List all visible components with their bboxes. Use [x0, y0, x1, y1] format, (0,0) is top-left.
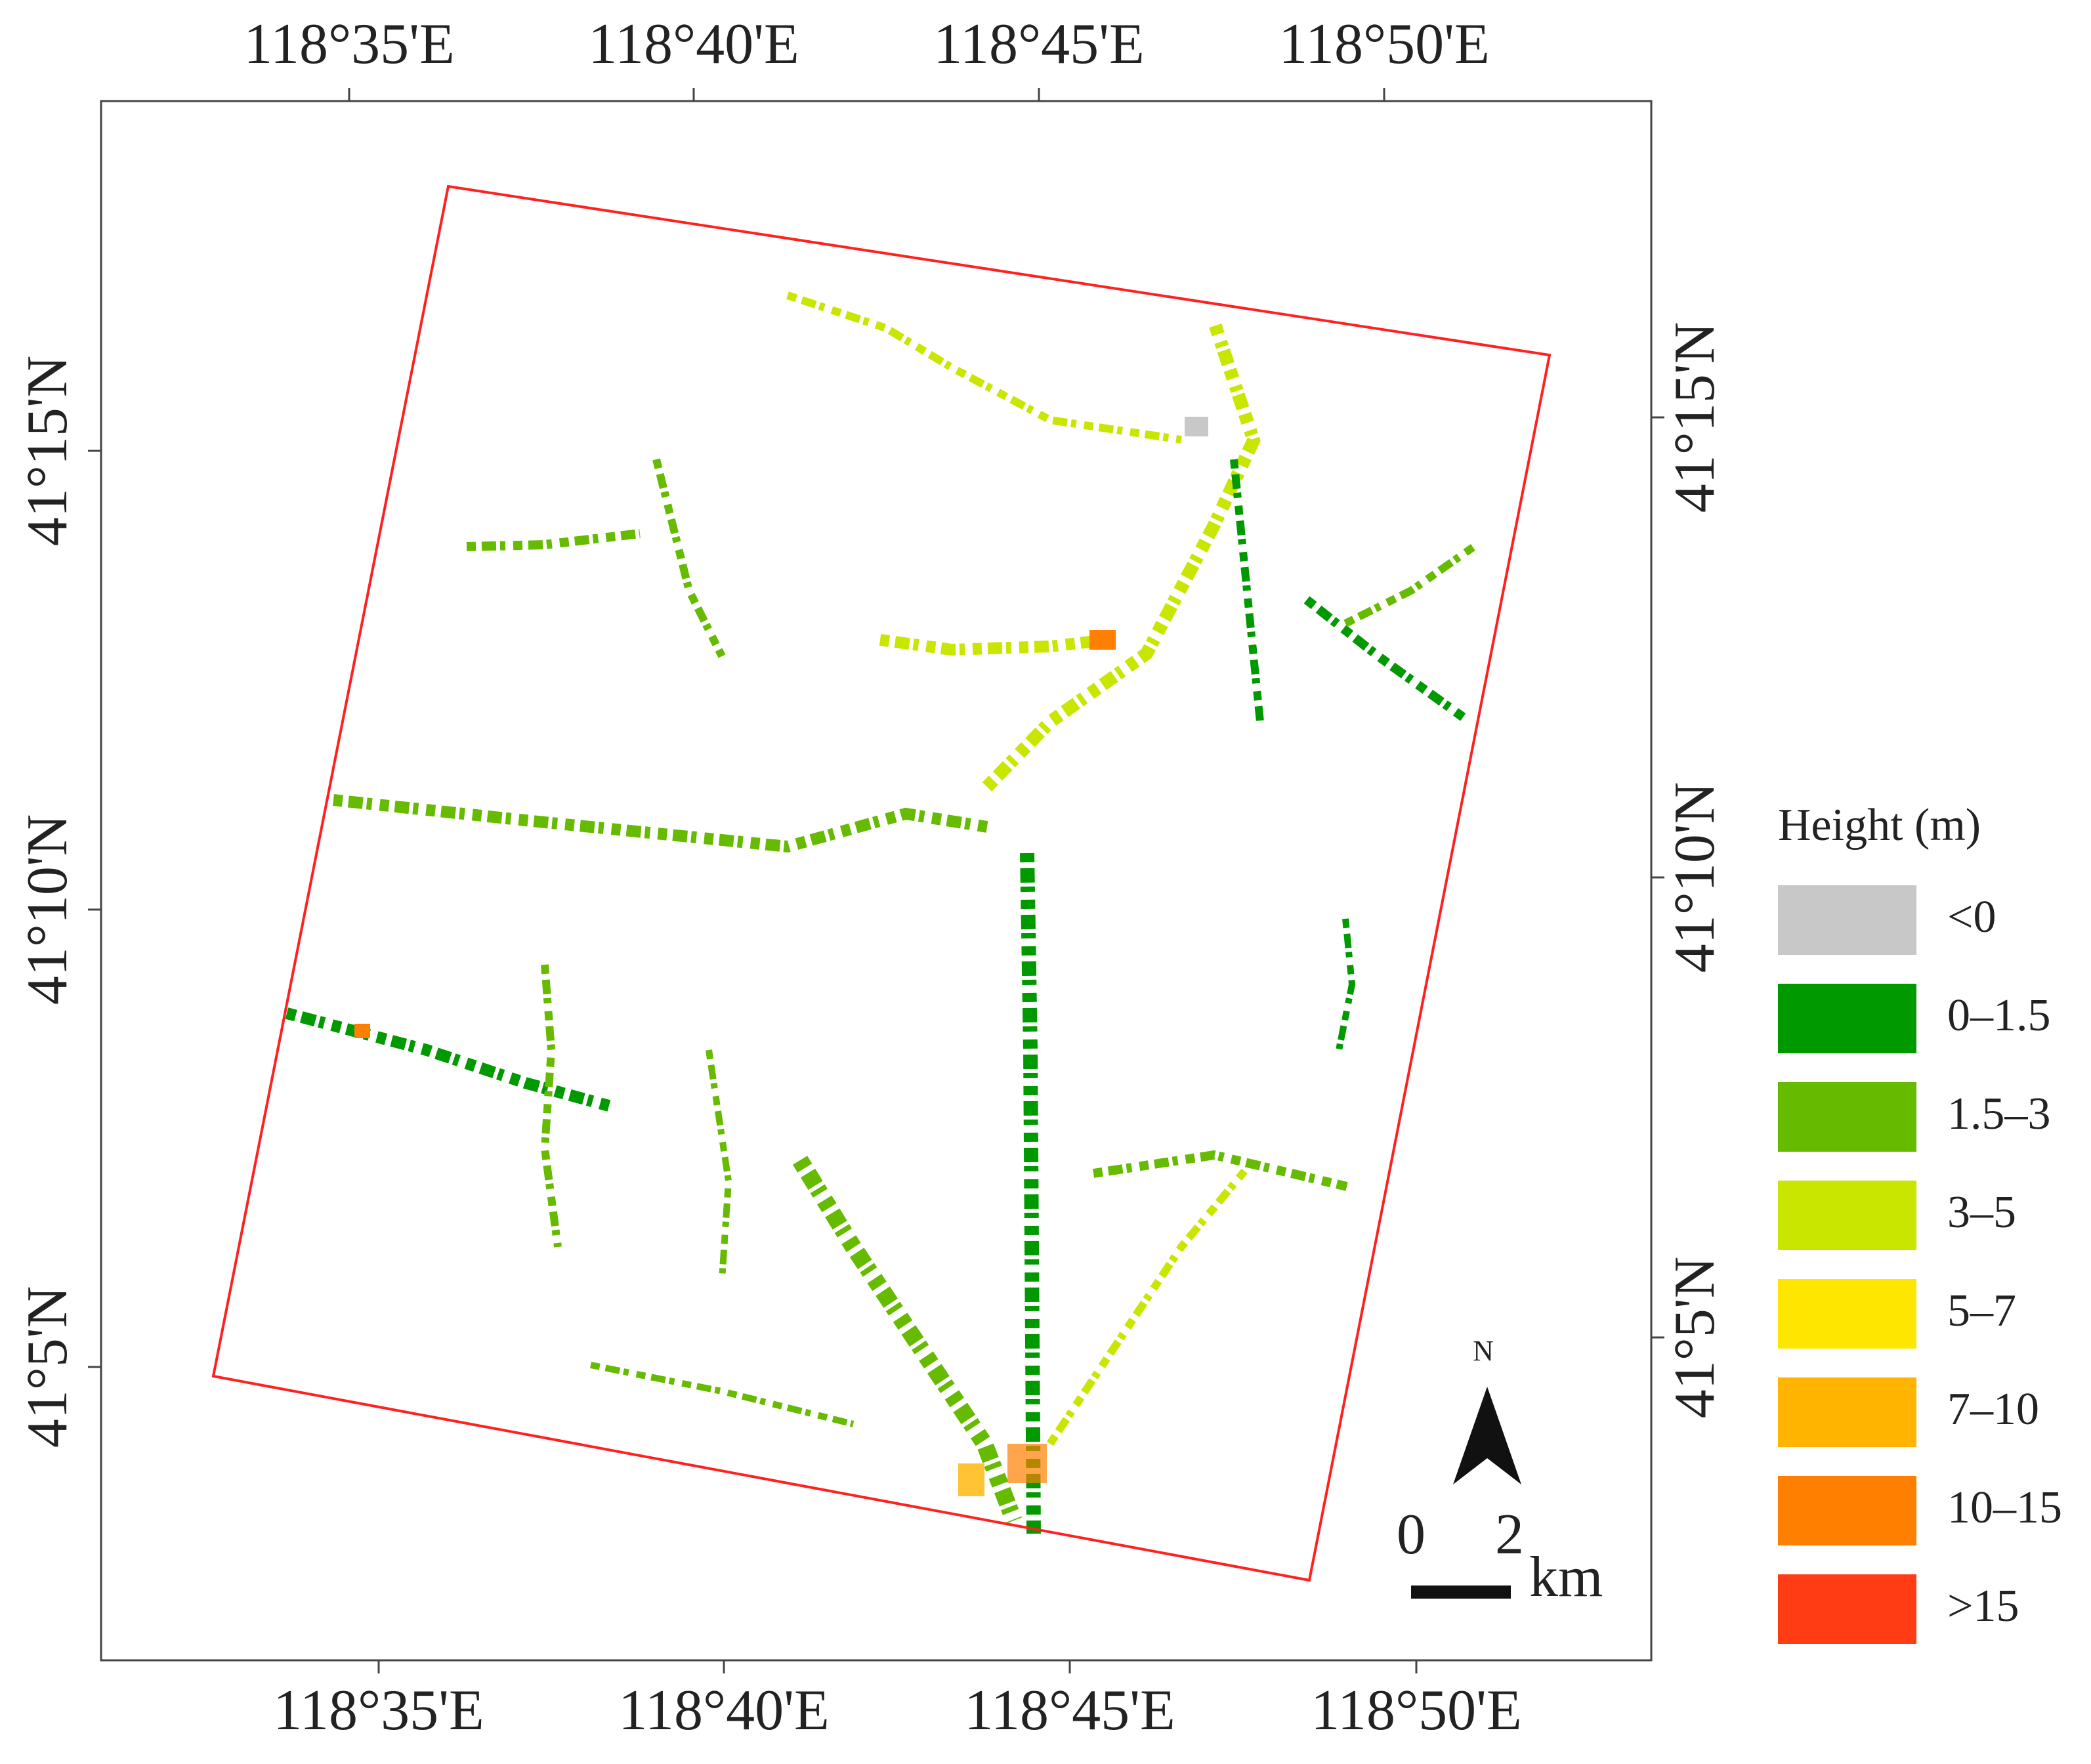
- patch: [1185, 417, 1208, 436]
- valley: [1336, 918, 1356, 1051]
- patch: [354, 1024, 370, 1038]
- vegetation-raster: [285, 291, 1479, 1534]
- legend-label: 5–7: [1947, 1286, 2016, 1336]
- map-frame: [100, 100, 1653, 1662]
- top-label: 118°35'E: [243, 12, 455, 76]
- legend-label: 0–1.5: [1947, 990, 2051, 1041]
- top-label: 118°50'E: [1278, 12, 1490, 76]
- north-arrow: [1453, 1387, 1521, 1484]
- legend-label: 3–5: [1947, 1187, 2016, 1238]
- top-label: 118°40'E: [588, 12, 799, 76]
- valley: [1343, 541, 1479, 627]
- legend-swatch: [1778, 1181, 1916, 1250]
- left-label: 41°5'N: [16, 1286, 79, 1448]
- legend-swatch: [1778, 1279, 1916, 1349]
- valley: [1092, 1150, 1348, 1191]
- scale-unit: km: [1529, 1545, 1603, 1609]
- legend-label: 1.5–3: [1947, 1089, 2051, 1139]
- valley: [879, 634, 1109, 656]
- valley: [1047, 1166, 1250, 1446]
- legend-title: Height (m): [1778, 800, 1981, 850]
- legend-swatch: [1778, 984, 1916, 1053]
- valley: [333, 794, 988, 853]
- right-label: 41°5'N: [1663, 1257, 1727, 1419]
- legend-label: >15: [1947, 1581, 2019, 1631]
- patch: [1089, 630, 1116, 650]
- valley: [792, 1156, 1023, 1524]
- bottom-label: 118°35'E: [273, 1679, 484, 1742]
- patch: [1007, 1444, 1047, 1483]
- legend-label: 10–15: [1947, 1482, 2062, 1533]
- left-label: 41°15'N: [16, 356, 79, 547]
- scale-label: 0: [1397, 1503, 1426, 1566]
- valley: [466, 529, 641, 551]
- valley: [1303, 596, 1470, 724]
- left-label: 41°10'N: [16, 814, 79, 1005]
- legend-swatch: [1778, 1574, 1916, 1644]
- patch: [958, 1463, 984, 1496]
- bottom-label: 118°50'E: [1311, 1679, 1522, 1742]
- scale-label: 2: [1495, 1503, 1524, 1566]
- right-label: 41°10'N: [1663, 782, 1727, 973]
- bottom-label: 118°45'E: [964, 1679, 1175, 1742]
- valley: [590, 1362, 855, 1427]
- study-area-boundary: [211, 184, 1552, 1582]
- legend: <0 0–1.5 1.5–3 3–5 5–7 7–10 10–15 >15: [1778, 885, 2062, 1644]
- legend-swatch: [1778, 1377, 1916, 1447]
- scale-bar: [1411, 1586, 1511, 1599]
- legend-swatch: [1778, 885, 1916, 955]
- valley: [540, 964, 562, 1248]
- legend-swatch: [1778, 1082, 1916, 1152]
- valley: [1020, 852, 1041, 1534]
- valley: [1230, 459, 1264, 723]
- valley: [786, 291, 1182, 444]
- right-label: 41°15'N: [1663, 322, 1727, 513]
- valley: [982, 318, 1261, 791]
- legend-label: 7–10: [1947, 1384, 2039, 1435]
- bottom-label: 118°40'E: [618, 1679, 830, 1742]
- top-label: 118°45'E: [933, 12, 1145, 76]
- legend-swatch: [1778, 1476, 1916, 1545]
- legend-label: <0: [1947, 892, 1996, 942]
- north-label: N: [1473, 1335, 1494, 1367]
- ticks: 118°35'E 118°40'E 118°45'E 118°50'E 118°35'E…: [16, 12, 1727, 1742]
